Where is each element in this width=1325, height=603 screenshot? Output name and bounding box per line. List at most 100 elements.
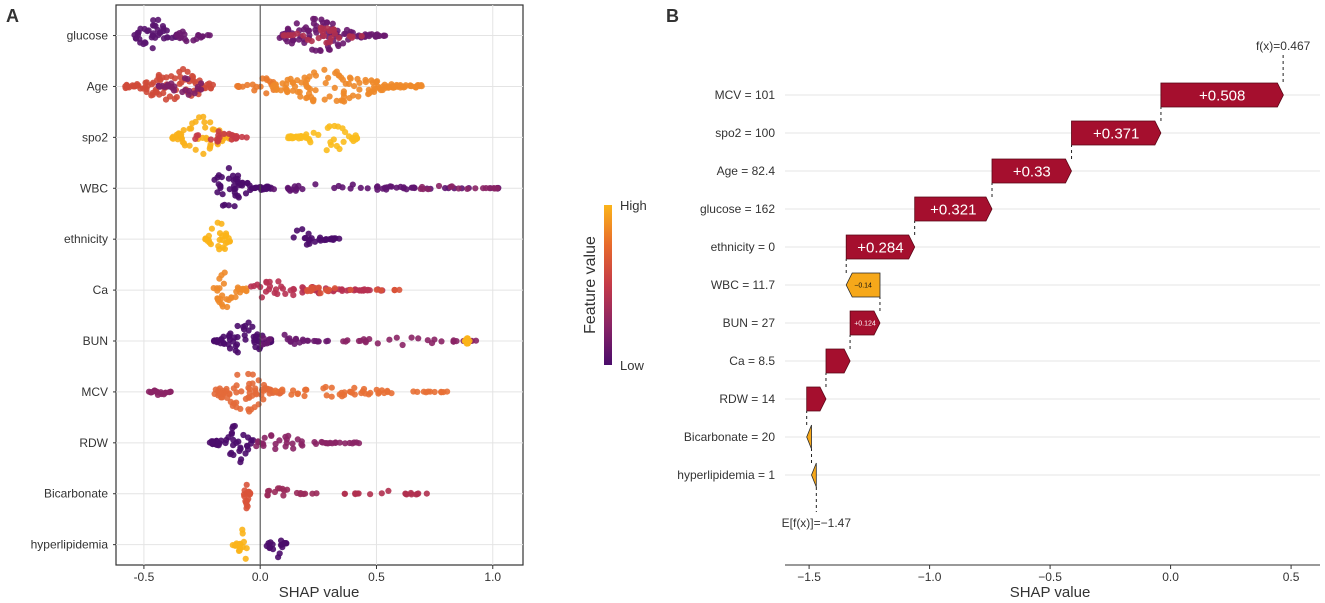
beeswarm-point [455,185,462,192]
beeswarm-row-RDW [206,422,363,466]
feature-label: hyperlipidemia [31,538,109,552]
beeswarm-row-hyperlipidemia [229,526,290,562]
beeswarm-point [235,82,242,90]
beeswarm-point [287,32,294,39]
beeswarm-point [209,81,216,88]
beeswarm-point [260,396,267,403]
beeswarm-point [223,232,230,239]
beeswarm-point [300,32,307,39]
beeswarm-point [143,79,150,86]
beeswarm-point [216,275,223,282]
beeswarm-point [420,388,427,395]
beeswarm-point [408,491,415,498]
beeswarm-point [274,290,281,298]
beeswarm-point [156,83,164,90]
beeswarm-point [254,281,261,288]
beeswarm-point [239,530,246,537]
beeswarm-point [301,392,308,400]
beeswarm-point [486,185,493,192]
beeswarm-point [321,66,328,73]
beeswarm-point [340,138,347,145]
beeswarm-point [331,122,338,130]
beeswarm-point [347,286,354,293]
feature-value-label: Ca = 8.5 [729,354,775,368]
feature-value-label: WBC = 11.7 [711,278,775,292]
beeswarm-point [259,75,266,82]
beeswarm-point [393,334,400,341]
beeswarm-point [327,139,334,146]
beeswarm-point [191,90,198,97]
beeswarm-point [309,46,316,53]
beeswarm-point [297,133,304,140]
bar-value-label: +0.371 [1093,125,1139,142]
beeswarm-point [366,90,373,97]
beeswarm-point [291,83,299,90]
beeswarm-point [227,398,234,405]
beeswarm-point [289,440,296,447]
beeswarm-point [220,280,227,287]
legend-high-label: High [620,198,647,213]
beeswarm-point [217,296,224,303]
beeswarm-point [340,88,347,95]
beeswarm-point [310,129,317,136]
beeswarm-point [266,336,273,343]
beeswarm-point [491,185,498,192]
feature-label: glucose [67,29,109,43]
beeswarm-point [323,147,330,154]
beeswarm-point [311,439,318,446]
beeswarm-point [207,136,214,143]
beeswarm-point [230,436,237,443]
x-tick-label: −0.5 [1038,570,1062,584]
beeswarm-point [335,34,342,42]
beeswarm-point [239,285,246,292]
beeswarm-point [215,243,222,250]
beeswarm-point [227,451,234,458]
beeswarm-point [236,447,243,455]
beeswarm-point [302,386,309,393]
beeswarm-point [133,82,140,89]
feature-label: RDW [79,436,108,450]
beeswarm-point [351,439,358,446]
bar-value-label: +0.33 [1013,163,1051,180]
beeswarm-point [229,542,236,549]
beeswarm-point [241,332,248,339]
beeswarm-point [270,82,277,89]
beeswarm-point [193,35,200,43]
waterfall-bar-positive [845,234,916,260]
beeswarm-point [240,431,247,439]
beeswarm-point [242,498,249,505]
beeswarm-point [244,81,251,89]
beeswarm-point [225,165,232,172]
waterfall-bar-positive [825,348,851,374]
beeswarm-point [306,90,313,97]
beeswarm-point [299,186,306,193]
x-tick-label: 1.0 [484,570,501,584]
beeswarm-point [428,340,436,347]
beeswarm-point [272,445,279,453]
beeswarm-row-WBC [211,165,502,210]
beeswarm-point [266,278,273,285]
beeswarm-point [167,388,174,395]
beeswarm-point [226,345,234,352]
beeswarm-point [217,182,224,189]
beeswarm-point [151,22,158,29]
beeswarm-point [152,88,159,95]
beeswarm-point [207,143,214,150]
beeswarm-point [285,26,292,33]
beeswarm-point [317,290,324,297]
beeswarm-point [272,440,279,448]
beeswarm-row-ethnicity [202,219,343,253]
bar-value-label: +0.321 [930,201,976,218]
beeswarm-point [181,142,188,149]
beeswarm-point [303,241,310,248]
beeswarm-row-Ca [210,269,403,311]
panel-a-x-axis-title: SHAP value [279,584,360,601]
beeswarm-point [431,388,438,396]
base-value-label: E[f(x)]=−1.47 [782,516,852,530]
beeswarm-point [294,436,301,443]
beeswarm-point [331,285,338,292]
beeswarm-point [218,220,225,227]
beeswarm-point [349,181,356,188]
beeswarm-point [290,292,297,299]
